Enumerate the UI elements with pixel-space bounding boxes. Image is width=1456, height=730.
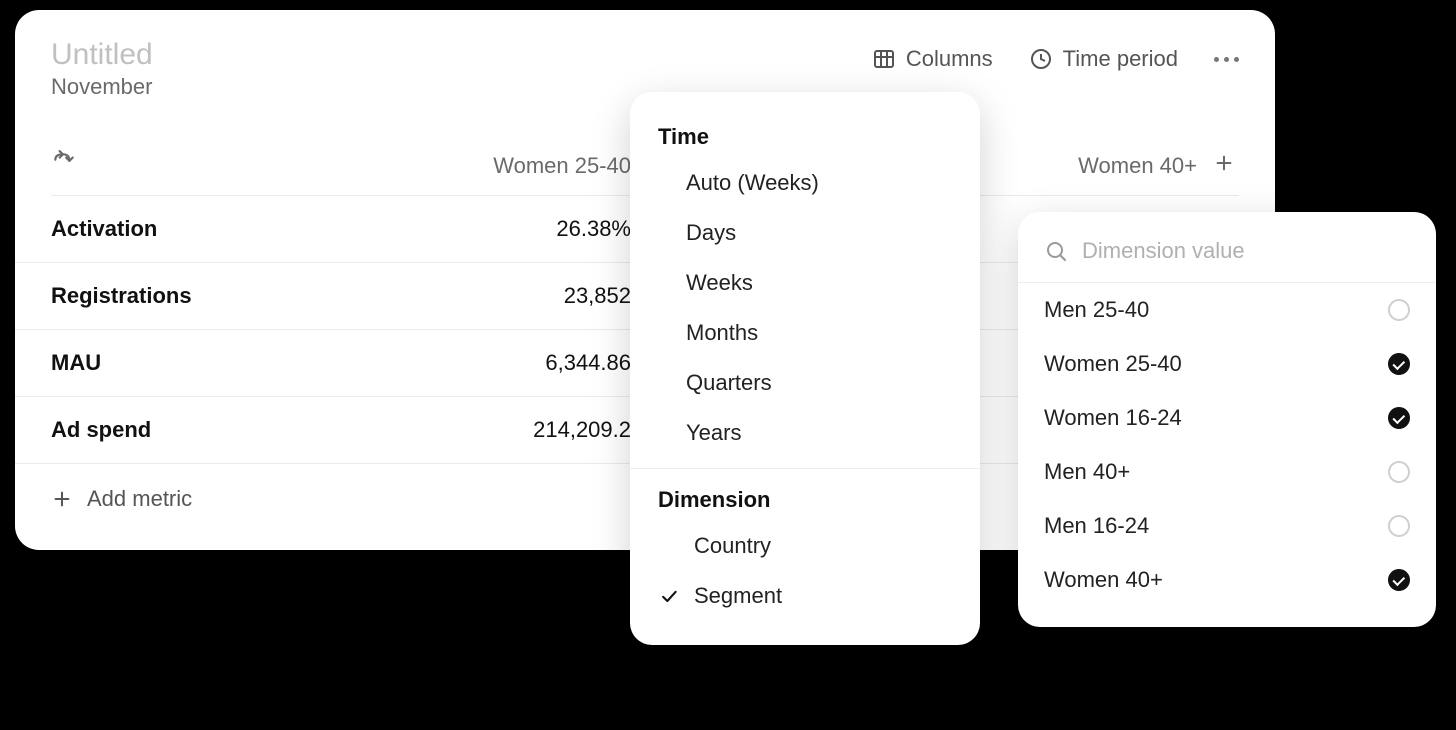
time-option[interactable]: Days: [630, 208, 980, 258]
dimension-option-label: Segment: [694, 583, 782, 609]
dimension-value-label: Women 25-40: [1044, 351, 1182, 377]
clock-icon: [1029, 47, 1053, 71]
more-button[interactable]: [1214, 57, 1239, 62]
checkbox-unchecked-icon: [1388, 299, 1410, 321]
divider: [630, 468, 980, 469]
column-header-women-40-plus[interactable]: Women 40+: [1078, 153, 1197, 179]
toolbar: Columns Time period: [872, 38, 1239, 72]
columns-label: Columns: [906, 46, 993, 72]
plus-icon: [51, 488, 73, 510]
swap-arrows-icon: [51, 163, 77, 180]
dimension-value-option[interactable]: Men 40+: [1018, 445, 1436, 499]
table-icon: [872, 47, 896, 71]
dimension-value-option[interactable]: Men 16-24: [1018, 499, 1436, 553]
time-period-label: Time period: [1063, 46, 1178, 72]
metric-value: 23,852: [431, 283, 631, 309]
dimension-value-option[interactable]: Women 40+: [1018, 553, 1436, 607]
metric-value: 6,344.86: [431, 350, 631, 376]
metric-label: MAU: [51, 350, 431, 376]
dimension-value-label: Men 40+: [1044, 459, 1130, 485]
metric-value: 26.38%: [431, 216, 631, 242]
add-column-button[interactable]: [1213, 152, 1235, 179]
time-option[interactable]: Auto (Weeks): [630, 158, 980, 208]
report-title[interactable]: Untitled: [51, 38, 153, 72]
section-title-dimension: Dimension: [630, 479, 980, 521]
search-row: [1018, 230, 1436, 283]
metric-value: 214,209.2: [431, 417, 631, 443]
dimension-option[interactable]: Country: [630, 521, 980, 571]
checkbox-unchecked-icon: [1388, 461, 1410, 483]
section-title-time: Time: [630, 116, 980, 158]
dots-horizontal-icon: [1214, 57, 1239, 62]
time-period-button[interactable]: Time period: [1029, 46, 1178, 72]
metric-label: Activation: [51, 216, 431, 242]
metric-label: Ad spend: [51, 417, 431, 443]
title-block: Untitled November: [51, 38, 153, 100]
column-header-last-group: Women 40+: [1078, 152, 1239, 179]
dimension-value-label: Women 40+: [1044, 567, 1163, 593]
dimension-value-popover: Men 25-40 Women 25-40 Women 16-24 Men 40+ Me…: [1018, 212, 1436, 627]
column-header-women-25-40[interactable]: Women 25-40: [431, 153, 631, 179]
add-metric-label: Add metric: [87, 486, 192, 512]
checkbox-checked-icon: [1388, 407, 1410, 429]
columns-popover: Time Auto (Weeks)DaysWeeksMonthsQuarters…: [630, 92, 980, 645]
dimension-option-label: Country: [694, 533, 771, 559]
header-row: Untitled November Columns: [15, 38, 1275, 100]
time-option[interactable]: Quarters: [630, 358, 980, 408]
dimension-value-label: Men 16-24: [1044, 513, 1149, 539]
sort-cell[interactable]: [51, 150, 431, 181]
dimension-value-option[interactable]: Women 16-24: [1018, 391, 1436, 445]
check-icon: [658, 586, 680, 606]
checkbox-unchecked-icon: [1388, 515, 1410, 537]
dimension-value-option[interactable]: Women 25-40: [1018, 337, 1436, 391]
metric-label: Registrations: [51, 283, 431, 309]
report-subtitle: November: [51, 74, 153, 100]
time-option[interactable]: Weeks: [630, 258, 980, 308]
columns-button[interactable]: Columns: [872, 46, 993, 72]
dimension-search-input[interactable]: [1082, 238, 1410, 264]
dimension-value-label: Men 25-40: [1044, 297, 1149, 323]
dimension-value-option[interactable]: Men 25-40: [1018, 283, 1436, 337]
checkbox-checked-icon: [1388, 569, 1410, 591]
search-icon: [1044, 239, 1068, 263]
dimension-value-label: Women 16-24: [1044, 405, 1182, 431]
time-option[interactable]: Months: [630, 308, 980, 358]
checkbox-checked-icon: [1388, 353, 1410, 375]
plus-icon: [1213, 152, 1235, 174]
time-option[interactable]: Years: [630, 408, 980, 458]
dimension-option[interactable]: Segment: [630, 571, 980, 621]
